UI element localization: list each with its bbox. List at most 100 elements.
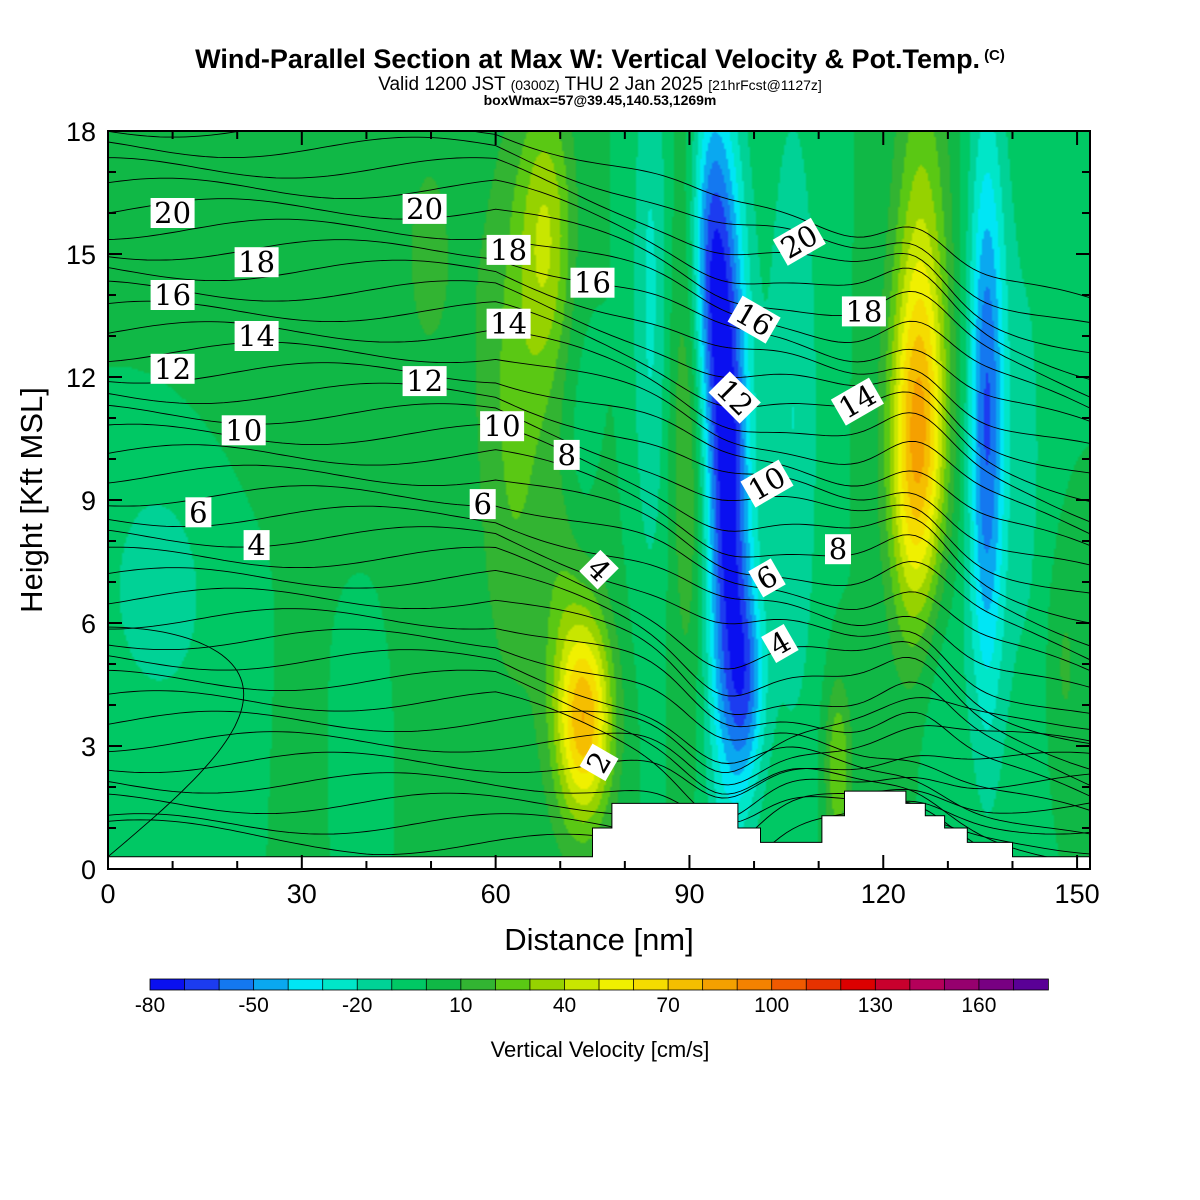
x-tick-label: 90 (674, 879, 704, 909)
y-tick-label: 0 (81, 855, 96, 885)
theta-contour-line (108, 725, 1090, 786)
contour-label: 6 (748, 558, 786, 598)
theta-contour-line (108, 649, 1090, 835)
theta-contour-line (108, 177, 1090, 380)
contour-label-text: 4 (247, 528, 265, 562)
theta-contour-line (108, 382, 1090, 566)
theta-contour-line (108, 628, 1090, 811)
colorbar-swatch (253, 978, 289, 991)
chart-subtitle: Valid 1200 JST (0300Z) THU 2 Jan 2025 [2… (378, 74, 822, 95)
contour-label: 4 (243, 528, 270, 562)
colorbar-swatch (184, 978, 220, 991)
theta-contour-line (108, 300, 1090, 503)
colorbar-swatch (736, 978, 773, 991)
contour-label-box (579, 549, 619, 590)
colorbar-swatch (909, 978, 946, 991)
colorbar-swatch (667, 978, 704, 991)
colorbar-tick-label: 160 (961, 994, 996, 1017)
colorbar-tick-label: 70 (656, 994, 679, 1017)
colorbar-tick-label: -20 (342, 994, 372, 1017)
theta-contour-line (108, 198, 1090, 398)
potential-temperature-contours (108, 131, 1090, 862)
y-axis-title: Height [Kft MSL] (14, 387, 49, 613)
contour-label: 14 (486, 307, 531, 341)
colorbar-swatch (425, 978, 462, 991)
contour-label-box (243, 530, 270, 561)
contour-label-box (221, 415, 266, 446)
colorbar-swatch (529, 978, 566, 991)
contour-label-box (727, 295, 781, 344)
contour-label-box (708, 371, 761, 424)
contour-label-box (150, 280, 195, 310)
colorbar-swatch (287, 978, 324, 991)
chart-title: Wind-Parallel Section at Max W: Vertical… (195, 44, 1005, 74)
x-axis: 0 30 60 90 120 150 (100, 131, 1100, 909)
colorbar-swatch (494, 978, 531, 991)
contour-label-text: 6 (473, 487, 491, 521)
theta-contour-line (108, 131, 1090, 299)
contour-label-box (570, 267, 615, 298)
colorbar-swatch (874, 978, 911, 991)
contour-label-text: 8 (829, 532, 847, 566)
theta-contour-line (108, 690, 1090, 862)
contour-label-text: 10 (225, 413, 262, 447)
colorbar-swatch (218, 978, 255, 991)
colorbar-tick-label: 10 (449, 994, 472, 1017)
contour-label-box (469, 489, 496, 520)
theta-contour-line (108, 567, 1090, 770)
contour-label-box (150, 353, 195, 384)
contour-label-text: 18 (845, 294, 882, 328)
title-mark: (C) (984, 47, 1005, 64)
x-tick-label: 30 (287, 879, 317, 909)
contour-label-box (553, 439, 580, 470)
contour-label: 14 (234, 319, 279, 353)
colorbar-swatch (633, 978, 669, 991)
contour-label: 16 (150, 278, 195, 312)
colorbar-swatch (564, 978, 600, 991)
contour-label: 4 (761, 624, 799, 663)
colorbar: -80 -50 -20 10 40 70 100 130 160 (135, 978, 1049, 1017)
contour-label: 8 (553, 438, 580, 472)
y-tick-label: 12 (66, 363, 96, 393)
contour-label-box (234, 321, 279, 351)
colorbar-swatch (598, 978, 635, 991)
colorbar-swatch (978, 978, 1015, 991)
contour-label-text: 16 (574, 266, 611, 300)
y-tick-label: 6 (81, 609, 96, 639)
contour-label-text: 18 (238, 245, 275, 279)
colorbar-swatch (322, 978, 359, 991)
contour-label: 18 (841, 294, 886, 328)
theta-contour-line (108, 218, 1090, 409)
theta-contour-line (108, 788, 1090, 841)
x-axis-title: Distance [nm] (504, 922, 694, 957)
contour-label: 20 (402, 192, 447, 226)
contour-label-box (480, 411, 525, 442)
contour-label-box (841, 296, 886, 327)
y-tick-label: 3 (81, 732, 96, 762)
contour-label-text: 14 (490, 307, 527, 341)
contour-label-box (761, 624, 799, 663)
contour-label: 12 (150, 352, 195, 386)
y-tick-label: 15 (66, 240, 96, 270)
contour-label-text: 6 (189, 495, 207, 529)
colorbar-swatch (1013, 978, 1049, 991)
contour-label: 6 (469, 487, 496, 521)
contour-label-box (772, 217, 826, 266)
colorbar-tick-label: -80 (135, 994, 165, 1017)
colorbar-swatch (149, 978, 186, 991)
theta-contour-line (108, 800, 1090, 853)
y-axis: 0 3 6 9 12 15 18 (66, 117, 1090, 885)
contour-label-text: 18 (490, 233, 527, 267)
colorbar-title: Vertical Velocity [cm/s] (491, 1037, 710, 1062)
colorbar-tick-label: -50 (238, 994, 268, 1017)
contour-label-box (748, 558, 786, 598)
contour-label-box (150, 198, 195, 228)
x-tick-label: 120 (861, 879, 906, 909)
contour-label-box (830, 377, 884, 426)
y-tick-label: 18 (66, 117, 96, 147)
y-tick-label: 9 (81, 486, 96, 516)
colorbar-tick-label: 100 (754, 994, 789, 1017)
theta-contour-line (108, 423, 1090, 624)
